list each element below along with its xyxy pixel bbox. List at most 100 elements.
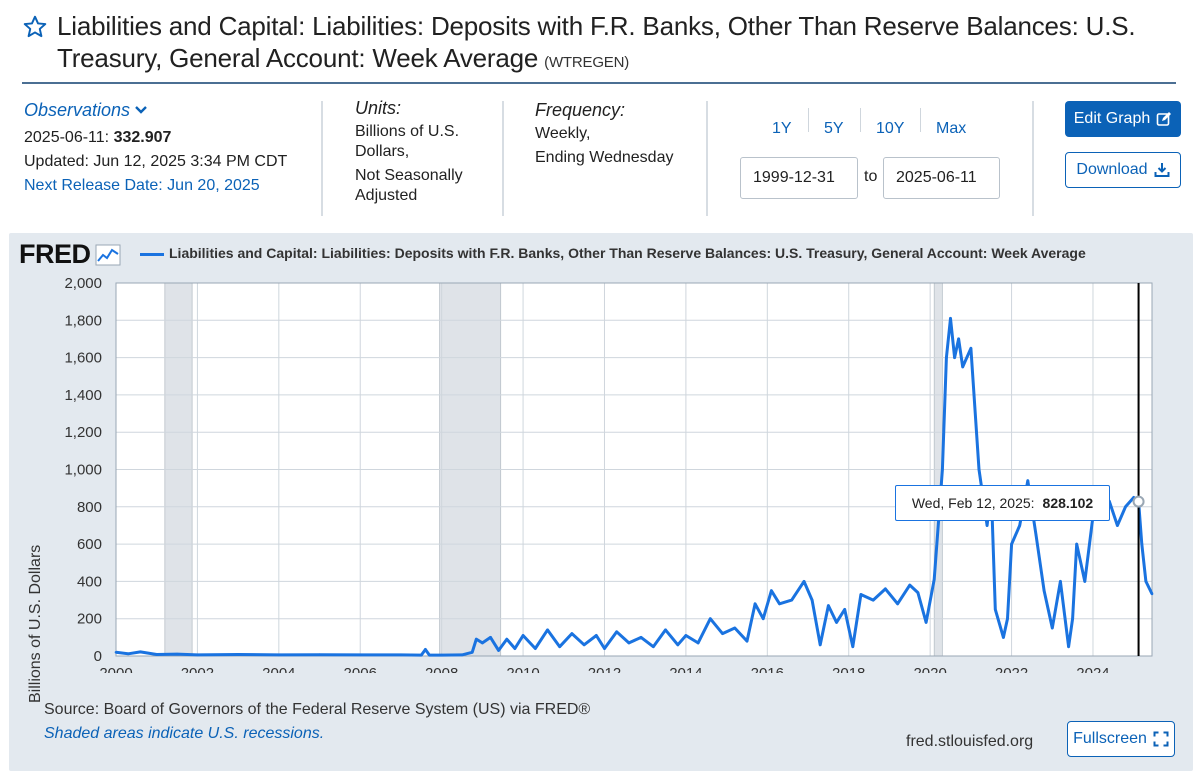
data-point xyxy=(1083,580,1087,583)
star-icon[interactable] xyxy=(22,14,48,40)
x-tick-label: 2006 xyxy=(344,665,377,673)
line-chart[interactable]: 0 200 400 600 800 1,000 1,200 1,400 1,600 1,800 2,… xyxy=(9,233,1193,673)
fred-logo: FRED xyxy=(19,239,121,270)
range-max[interactable]: Max xyxy=(936,120,967,137)
fullscreen-label: Fullscreen xyxy=(1073,730,1147,747)
data-point xyxy=(676,643,680,647)
data-point xyxy=(652,645,655,648)
range-5y[interactable]: 5Y xyxy=(824,120,844,137)
data-point xyxy=(1018,524,1022,527)
data-point xyxy=(802,580,806,583)
data-point xyxy=(945,356,948,359)
data-point xyxy=(761,617,765,620)
data-point xyxy=(155,653,159,656)
data-point xyxy=(126,652,130,656)
meta-divider xyxy=(321,101,323,216)
data-point xyxy=(949,317,952,320)
end-date-input[interactable] xyxy=(883,157,1000,199)
data-point xyxy=(977,468,981,471)
y-tick-label: 800 xyxy=(77,499,102,516)
range-1y[interactable]: 1Y xyxy=(772,120,792,137)
data-point xyxy=(859,593,863,596)
page-title: Liabilities and Capital: Liabilities: De… xyxy=(57,10,1177,79)
data-point xyxy=(1006,617,1009,620)
x-tick-label: 2002 xyxy=(181,665,214,673)
data-point xyxy=(843,608,846,611)
data-point xyxy=(916,591,920,594)
data-point xyxy=(470,650,474,654)
data-point xyxy=(627,641,631,645)
data-point xyxy=(733,626,737,630)
data-point xyxy=(505,637,509,641)
frequency-line2: Ending Wednesday xyxy=(535,149,674,166)
data-point xyxy=(941,468,944,471)
site-url: fred.stlouisfed.org xyxy=(906,733,1034,750)
data-point xyxy=(558,645,562,648)
data-point xyxy=(474,637,478,641)
start-date-input[interactable] xyxy=(740,157,858,199)
data-point xyxy=(582,643,586,647)
observations-panel: Observations 2025-06-11: 332.907 Updated… xyxy=(24,98,314,198)
x-tick-label: 2008 xyxy=(425,665,458,673)
data-point xyxy=(175,652,179,656)
legend-label: Liabilities and Capital: Liabilities: De… xyxy=(169,245,1086,261)
series-id: (WTREGEN) xyxy=(544,54,630,71)
y-tick-label: 1,200 xyxy=(64,424,102,441)
hover-point xyxy=(1132,495,1145,508)
range-10y[interactable]: 10Y xyxy=(876,120,905,137)
recession-note[interactable]: Shaded areas indicate U.S. recessions. xyxy=(44,725,325,742)
data-point xyxy=(961,365,965,369)
observations-toggle[interactable]: Observations xyxy=(24,98,314,122)
title-divider xyxy=(22,82,1176,84)
data-point xyxy=(1067,645,1070,648)
units-line2: Not Seasonally Adjusted xyxy=(355,167,463,204)
x-tick-label: 2014 xyxy=(669,665,702,673)
data-point xyxy=(1050,626,1054,630)
data-point xyxy=(664,628,667,632)
data-point xyxy=(318,653,321,656)
latest-observation: 2025-06-11: 332.907 xyxy=(24,126,314,150)
data-point xyxy=(827,604,830,607)
y-tick-label: 0 xyxy=(94,648,102,665)
data-point xyxy=(1026,479,1030,482)
data-point xyxy=(953,356,956,359)
download-label: Download xyxy=(1076,161,1148,178)
x-tick-label: 2020 xyxy=(913,665,946,673)
data-point xyxy=(277,653,281,657)
data-point xyxy=(1140,542,1144,546)
to-label: to xyxy=(864,168,878,185)
next-release-link[interactable]: Next Release Date: Jun 20, 2025 xyxy=(24,177,260,194)
plot-border xyxy=(115,282,1153,657)
data-point xyxy=(428,653,431,657)
edit-graph-button[interactable]: Edit Graph xyxy=(1065,101,1181,137)
y-axis-label: Billions of U.S. Dollars xyxy=(27,544,44,703)
data-point xyxy=(639,636,643,639)
data-point xyxy=(818,643,822,647)
download-button[interactable]: Download xyxy=(1065,152,1181,188)
fullscreen-button[interactable]: Fullscreen xyxy=(1067,721,1175,757)
meta-divider xyxy=(706,101,708,216)
data-point xyxy=(440,653,443,657)
data-point xyxy=(546,628,549,632)
data-point xyxy=(985,524,989,527)
units-line1: Billions of U.S. Dollars, xyxy=(355,123,460,160)
frequency-panel: Frequency: Weekly, Ending Wednesday xyxy=(535,98,695,170)
data-point xyxy=(753,602,757,606)
data-point xyxy=(709,617,712,620)
source-text: Source: Board of Governors of the Federa… xyxy=(44,701,591,718)
chart-logo-icon xyxy=(95,244,120,265)
data-point xyxy=(1059,580,1062,583)
data-point xyxy=(908,583,912,587)
chevron-down-icon xyxy=(135,106,147,114)
meta-divider xyxy=(502,101,504,216)
y-tick-label: 1,000 xyxy=(64,462,102,479)
data-point xyxy=(790,598,794,602)
data-point xyxy=(1116,524,1119,527)
x-tick-label: 2016 xyxy=(751,665,784,673)
units-panel: Units: Billions of U.S. Dollars, Not Sea… xyxy=(355,98,495,206)
chart-tooltip: Wed, Feb 12, 2025: 828.102 xyxy=(895,485,1110,521)
fred-logo-text: FRED xyxy=(19,239,91,269)
data-point xyxy=(851,645,855,648)
meta-divider xyxy=(1032,101,1034,216)
